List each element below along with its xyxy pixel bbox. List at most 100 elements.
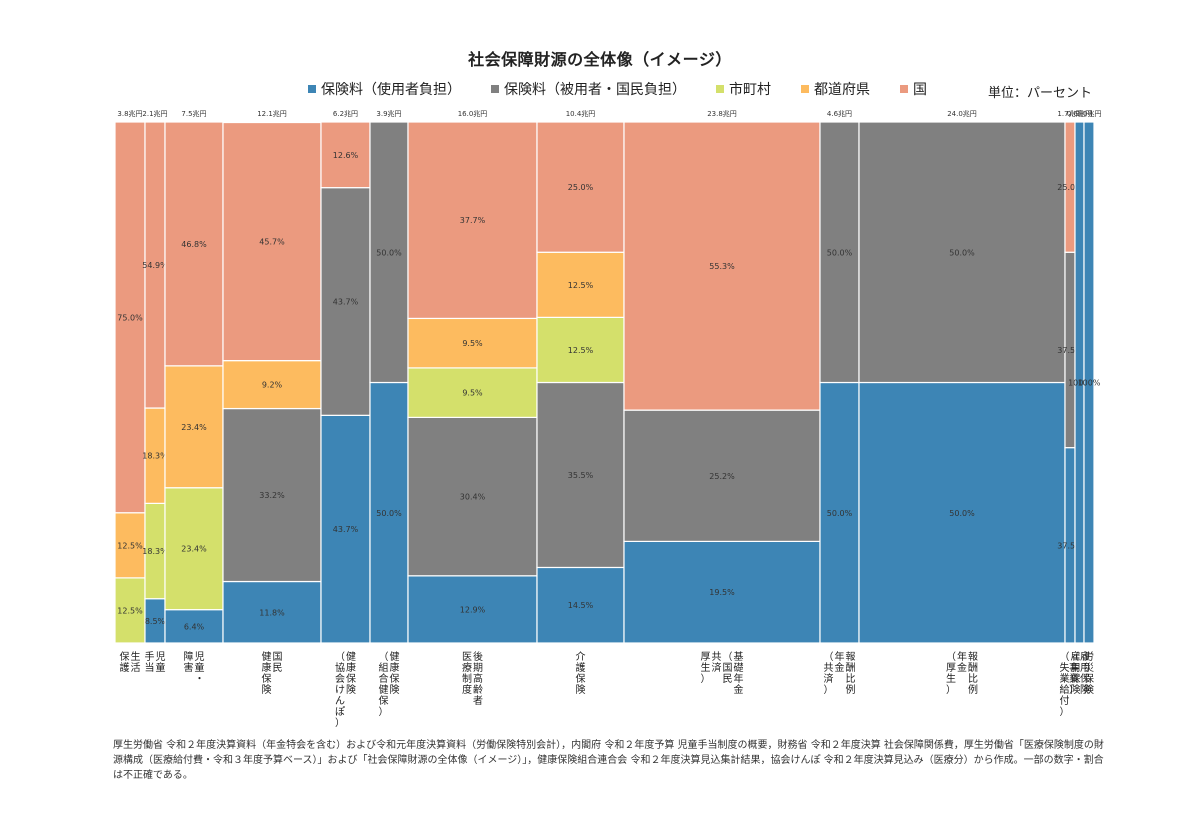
category-label-char: 合 [379, 672, 389, 685]
segment-10-1 [819, 381, 860, 644]
segment-7-4 [407, 317, 538, 369]
category-label-char: （ [1069, 651, 1079, 663]
data-label: 9.5% [462, 339, 483, 348]
column-total-label: 7.5兆円 [181, 109, 206, 118]
data-label: 43.7% [333, 297, 359, 306]
data-label: 14.5% [568, 601, 594, 610]
category-label-char: 災 [1084, 662, 1094, 674]
data-label: 25.0% [568, 183, 594, 192]
data-label: 37.5% [1057, 346, 1083, 355]
legend-swatch [716, 85, 724, 93]
data-label: 9.5% [462, 389, 483, 398]
segment-7-2 [407, 416, 538, 577]
category-label-char: ） [824, 684, 834, 696]
data-label: 6.4% [184, 622, 205, 631]
category-label-char: 健 [346, 651, 356, 663]
category-label-char: 給 [1060, 683, 1070, 696]
category-label-char: ぽ [335, 706, 345, 718]
legend-item-insured-premium: 保険料（被用者・国民負担） [491, 79, 686, 99]
category-label-char: 基 [734, 650, 744, 663]
category-label-char: 当 [145, 661, 155, 674]
category-label-char: 保 [1084, 672, 1094, 685]
column-total-label: 24.0兆円 [947, 109, 977, 118]
data-label: 55.3% [709, 262, 735, 271]
category-label-char: ） [379, 706, 389, 718]
data-label: 54.9% [142, 261, 168, 270]
column-total-label: 3.9兆円 [376, 109, 401, 118]
category-label-char: 手 [145, 650, 155, 663]
category-label-char: （ [1060, 651, 1070, 663]
category-label-char: 険 [1071, 684, 1081, 696]
category-label-char: 険 [262, 684, 272, 696]
data-label: 45.7% [259, 238, 285, 247]
category-label-char: 雇 [1071, 650, 1081, 663]
legend-swatch [900, 85, 908, 93]
category-label-char: 用 [1080, 663, 1090, 674]
data-label: 100% [1068, 379, 1091, 388]
category-label-char: 健 [262, 651, 272, 663]
column-total-label: 16.0兆円 [458, 109, 488, 118]
legend-swatch [801, 85, 809, 93]
category-label-char: 児 [195, 651, 205, 663]
category-label-char: 険 [1080, 684, 1090, 696]
column-total-label: 23.8兆円 [707, 109, 737, 118]
category-label-char: 比 [968, 673, 978, 685]
category-label-char: 民 [723, 673, 733, 685]
category-label-char: 康 [346, 661, 356, 674]
segment-6-2 [369, 121, 409, 384]
data-label: 43.7% [333, 525, 359, 534]
segment-11-1 [858, 381, 1066, 644]
category-label-char: ） [946, 684, 956, 696]
source-note: 厚生労働省 令和２年度決算資料（年金特会を含む）および令和元年度決算資料（労働保… [113, 740, 1104, 781]
category-label-char: 険 [1084, 684, 1094, 696]
segment-14-1 [1083, 121, 1095, 644]
category-label-char: 期 [473, 662, 483, 674]
data-label: 18.3% [142, 547, 168, 556]
category-label-char: 康 [390, 661, 400, 674]
category-label-char: 制 [462, 672, 472, 685]
category-label-char: 障 [184, 650, 194, 663]
category-label-char: 健 [390, 651, 400, 663]
category-label-char: 国 [273, 651, 283, 663]
category-label-char: 児 [156, 651, 166, 663]
data-label: 50.0% [376, 248, 402, 257]
data-label: 100% [1078, 379, 1101, 388]
category-label-char: 療 [462, 661, 472, 674]
legend-label: 都道府県 [814, 82, 870, 98]
data-label: 18.3% [142, 452, 168, 461]
category-label-char: 会 [335, 672, 345, 685]
category-label-char: ） [1060, 706, 1070, 718]
segment-8-1 [536, 566, 625, 644]
category-label-char: 険 [390, 684, 400, 696]
legend-swatch [491, 85, 499, 93]
column-total-label: 4.6兆円 [827, 109, 852, 118]
category-label-char: 酬 [846, 662, 856, 674]
category-label-char: 済 [712, 661, 722, 674]
data-label: 37.5% [1057, 541, 1083, 550]
category-label-char: 齢 [473, 683, 483, 696]
segment-5-5 [320, 121, 371, 189]
category-label-char: 生 [701, 661, 711, 674]
category-label-char: 比 [846, 673, 856, 685]
category-label-char: 済 [824, 672, 834, 685]
data-label: 50.0% [376, 509, 402, 518]
data-label: 50.0% [949, 509, 975, 518]
category-label-char: 護 [576, 661, 586, 674]
category-label-char: 金 [957, 661, 967, 674]
unit-label: 単位：パーセント [988, 86, 1093, 101]
segment-8-4 [536, 251, 625, 318]
legend-swatch [308, 85, 316, 93]
data-label: 25.0% [1057, 183, 1083, 192]
data-label: 11.8% [259, 608, 285, 617]
category-label-char: （ [379, 651, 389, 663]
legend-label: 国 [913, 82, 927, 98]
column-total-label: 10.4兆円 [566, 109, 596, 118]
segment-5-2 [320, 187, 371, 416]
category-label-char: 年 [835, 650, 845, 663]
category-label-char: 金 [734, 683, 744, 696]
category-label-char: 共 [712, 651, 722, 663]
category-label-char: 例 [846, 683, 856, 696]
segment-1-3 [114, 577, 146, 644]
category-label-char: 活 [131, 662, 141, 674]
